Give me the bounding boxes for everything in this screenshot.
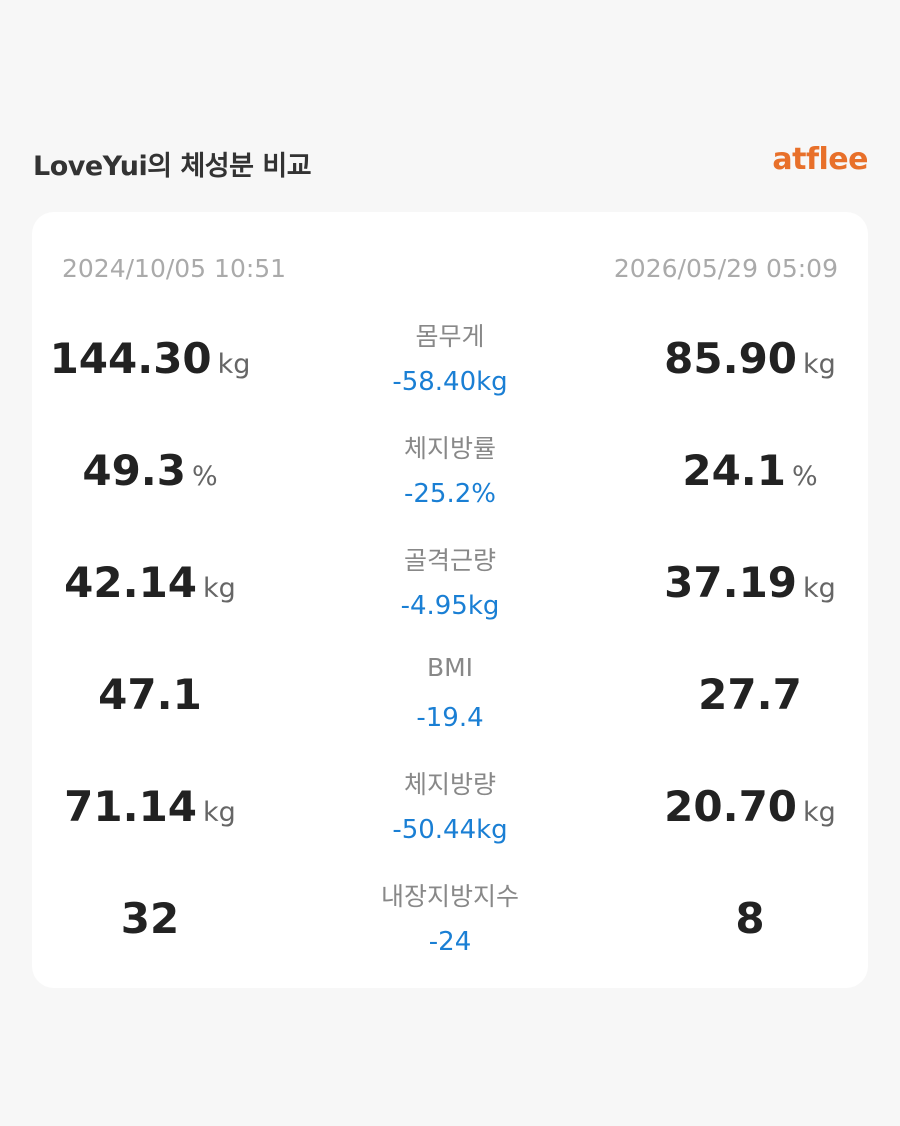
value-number: 8 <box>735 894 765 943</box>
value-unit: kg <box>803 349 836 380</box>
brand-logo: atflee <box>772 142 868 177</box>
metric-label: 몸무게 <box>415 322 485 351</box>
left-value: 71.14 kg <box>0 782 300 831</box>
value-unit: kg <box>803 573 836 604</box>
right-value: 85.90 kg <box>600 334 900 383</box>
metric-diff: -19.4 <box>416 703 484 733</box>
value-number: 85.90 <box>664 334 798 383</box>
title: LoveYui의 체성분 비교 <box>33 151 312 182</box>
metric-row: 49.3% 24.1% 체지방률 -25.2% <box>32 324 868 509</box>
value-number: 42.14 <box>64 558 198 607</box>
metric-diff: -24 <box>428 927 472 957</box>
value-number: 144.30 <box>49 334 212 383</box>
left-value: 49.3% <box>0 446 300 495</box>
metric-label: 체지방량 <box>403 770 496 799</box>
value-number: 32 <box>120 894 180 943</box>
value-unit: kg <box>203 573 236 604</box>
left-value: 144.30 kg <box>0 334 300 383</box>
metric-row: 144.30 kg 85.90 kg 몸무게 -58.40kg <box>32 212 868 397</box>
metric-diff: -4.95kg <box>400 591 500 621</box>
metric-row: 32 8 내장지방지수 -24 <box>32 772 868 957</box>
right-value: 24.1% <box>600 446 900 495</box>
value-unit: kg <box>203 797 236 828</box>
left-value: 47.1 <box>0 670 300 719</box>
value-unit: % <box>191 461 218 492</box>
value-number: 24.1 <box>682 446 786 495</box>
right-value: 8 <box>600 894 900 943</box>
right-value: 20.70 kg <box>600 782 900 831</box>
value-unit: kg <box>803 797 836 828</box>
value-number: 49.3 <box>82 446 186 495</box>
metric-label: 골격근량 <box>403 546 496 575</box>
right-value: 37.19 kg <box>600 558 900 607</box>
left-date: 2024/10/05 10:51 <box>62 254 287 283</box>
value-number: 37.19 <box>664 558 798 607</box>
left-value: 32 <box>0 894 300 943</box>
metric-row: 47.1 27.7 BMI -19.4 <box>32 548 868 733</box>
metric-diff: -25.2% <box>404 479 496 509</box>
value-number: 71.14 <box>64 782 198 831</box>
metric-label: 체지방률 <box>403 434 496 463</box>
value-number: 47.1 <box>98 670 202 719</box>
metric-row: 71.14 kg 20.70 kg 체지방량 -50.44kg <box>32 660 868 845</box>
metric-diff: -50.44kg <box>392 815 508 845</box>
metric-diff: -58.40kg <box>392 367 508 397</box>
left-value: 42.14 kg <box>0 558 300 607</box>
value-number: 20.70 <box>664 782 798 831</box>
comparison-card: 2024/10/05 10:51 2026/05/29 05:09 144.30… <box>32 212 868 988</box>
value-unit: % <box>791 461 818 492</box>
metric-label: 내장지방지수 <box>380 882 519 911</box>
value-number: 27.7 <box>698 670 802 719</box>
value-unit: kg <box>217 349 251 380</box>
metric-label: BMI <box>426 653 474 682</box>
right-value: 27.7 <box>600 670 900 719</box>
right-date: 2026/05/29 05:09 <box>613 254 838 283</box>
metric-row: 42.14 kg 37.19 kg 골격근량 -4.95kg <box>32 436 868 621</box>
